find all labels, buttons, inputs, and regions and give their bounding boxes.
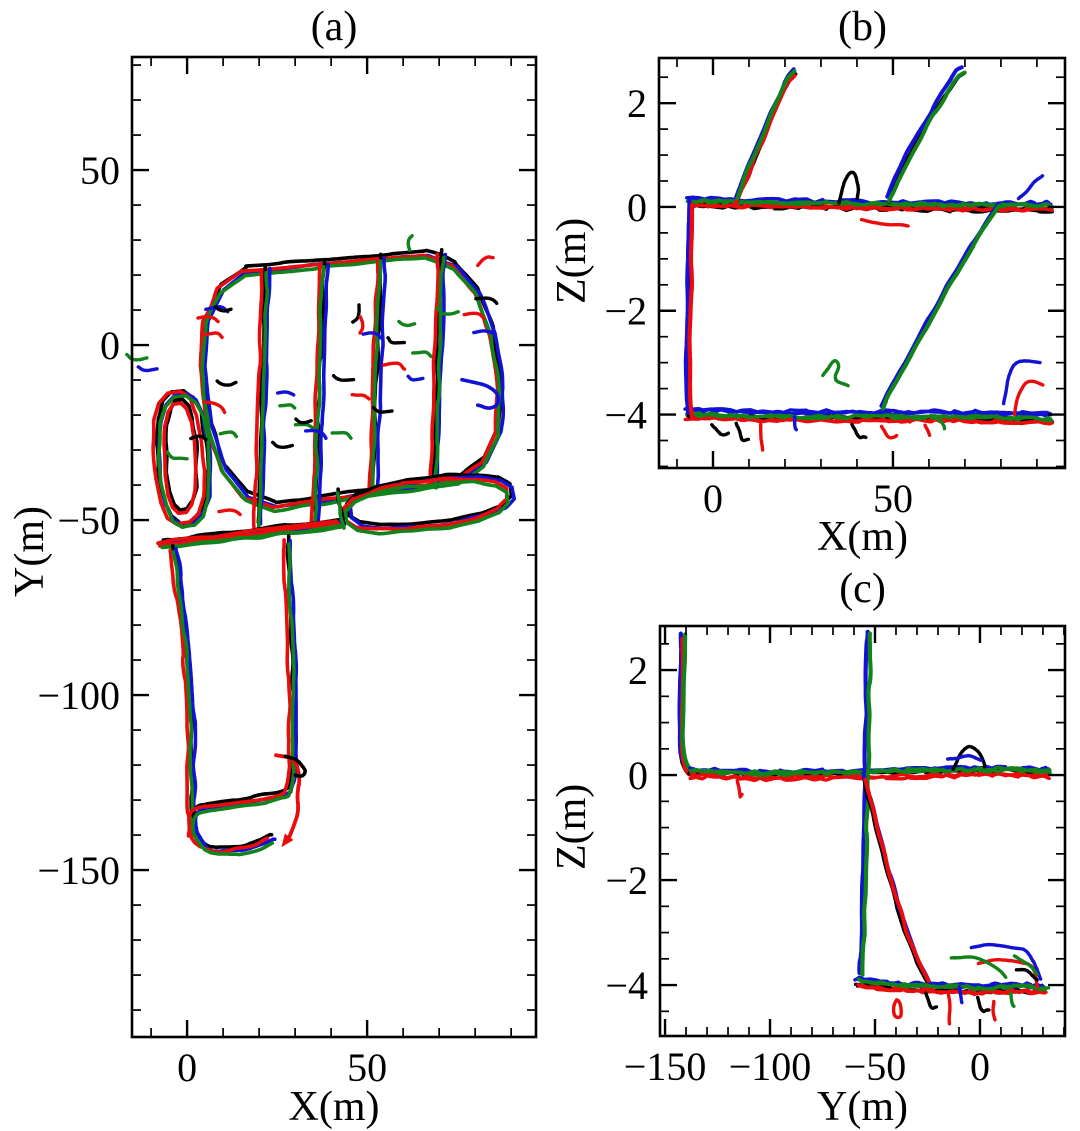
svg-text:0: 0 bbox=[970, 1044, 990, 1089]
subplot-c-ylabel: Z(m) bbox=[549, 783, 595, 871]
subplot-c-title: (c) bbox=[839, 566, 886, 612]
svg-text:50: 50 bbox=[873, 476, 913, 521]
subplot-b-canvas: 0 50 2 0 −2 −4 bbox=[604, 56, 1067, 521]
svg-text:2: 2 bbox=[628, 648, 648, 693]
svg-text:50: 50 bbox=[80, 148, 120, 193]
svg-text:2: 2 bbox=[627, 81, 647, 126]
subplot-b-xlabel: X(m) bbox=[817, 514, 908, 560]
subplot-a-xlabel: X(m) bbox=[288, 1084, 380, 1130]
subplot-a-canvas: 0 50 50 0 −50 −100 −150 bbox=[37, 55, 538, 1090]
svg-text:−100: −100 bbox=[729, 1044, 812, 1089]
subplot-c-canvas: −150 −100 −50 0 2 0 −2 −4 bbox=[605, 624, 1067, 1089]
svg-text:−150: −150 bbox=[37, 848, 120, 893]
svg-text:0: 0 bbox=[100, 323, 120, 368]
svg-text:0: 0 bbox=[627, 185, 647, 230]
subplot-a-ylabel: Y(m) bbox=[7, 506, 53, 598]
subplot-a-title: (a) bbox=[310, 4, 358, 50]
subplot-b-title: (b) bbox=[838, 4, 887, 50]
svg-text:−4: −4 bbox=[604, 393, 647, 438]
svg-text:0: 0 bbox=[628, 753, 648, 798]
subplot-b-ylabel: Z(m) bbox=[549, 217, 595, 305]
svg-text:0: 0 bbox=[177, 1045, 197, 1090]
svg-text:−150: −150 bbox=[624, 1044, 707, 1089]
svg-text:50: 50 bbox=[347, 1045, 387, 1090]
svg-text:−4: −4 bbox=[605, 963, 648, 1008]
svg-text:−50: −50 bbox=[844, 1044, 907, 1089]
svg-text:−100: −100 bbox=[37, 673, 120, 718]
subplot-c-xlabel: Y(m) bbox=[817, 1084, 908, 1130]
svg-text:−2: −2 bbox=[604, 289, 647, 334]
svg-text:−2: −2 bbox=[605, 858, 648, 903]
svg-text:0: 0 bbox=[703, 476, 723, 521]
svg-text:−50: −50 bbox=[57, 498, 120, 543]
